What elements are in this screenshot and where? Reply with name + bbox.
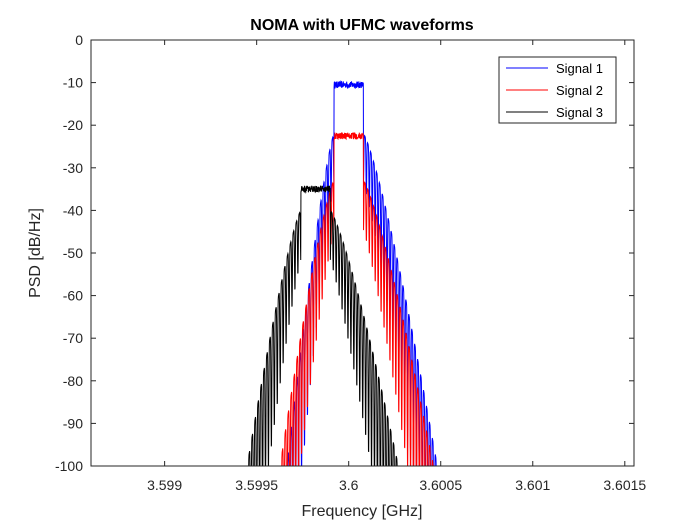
x-tick-label: 3.601	[515, 477, 550, 493]
y-tick-label: -90	[63, 415, 83, 431]
y-tick-label: -10	[63, 75, 83, 91]
y-tick-label: -70	[63, 330, 83, 346]
y-tick-label: -40	[63, 202, 83, 218]
y-tick-label: -100	[55, 458, 83, 474]
tick-layer: 3.599 3.5995 3.6 3.6005 3.601 3.6015 0 -10 -20 -3…	[55, 32, 646, 493]
legend: Signal 1 Signal 2 Signal 3	[498, 56, 617, 124]
y-tick-label: 0	[75, 32, 83, 48]
legend-label-signal-3: Signal 3	[556, 105, 603, 120]
x-tick-label: 3.6	[339, 477, 359, 493]
x-tick-label: 3.6005	[419, 477, 462, 493]
y-tick-label: -20	[63, 117, 83, 133]
y-tick-label: -50	[63, 245, 83, 261]
legend-label-signal-2: Signal 2	[556, 83, 603, 98]
y-tick-label: -80	[63, 373, 83, 389]
series-layer	[248, 80, 437, 466]
series-line-2	[281, 132, 434, 466]
x-axis-label: Frequency [GHz]	[302, 503, 423, 520]
series-line-1	[287, 80, 437, 466]
x-tick-label: 3.5995	[235, 477, 278, 493]
legend-label-signal-1: Signal 1	[556, 61, 603, 76]
y-tick-label: -60	[63, 288, 83, 304]
series-line-3	[248, 185, 398, 466]
x-tick-label: 3.599	[147, 477, 182, 493]
y-tick-label: -30	[63, 160, 83, 176]
x-tick-label: 3.6015	[603, 477, 646, 493]
y-axis-label: PSD [dB/Hz]	[27, 208, 44, 298]
chart-title: NOMA with UFMC waveforms	[250, 17, 474, 34]
